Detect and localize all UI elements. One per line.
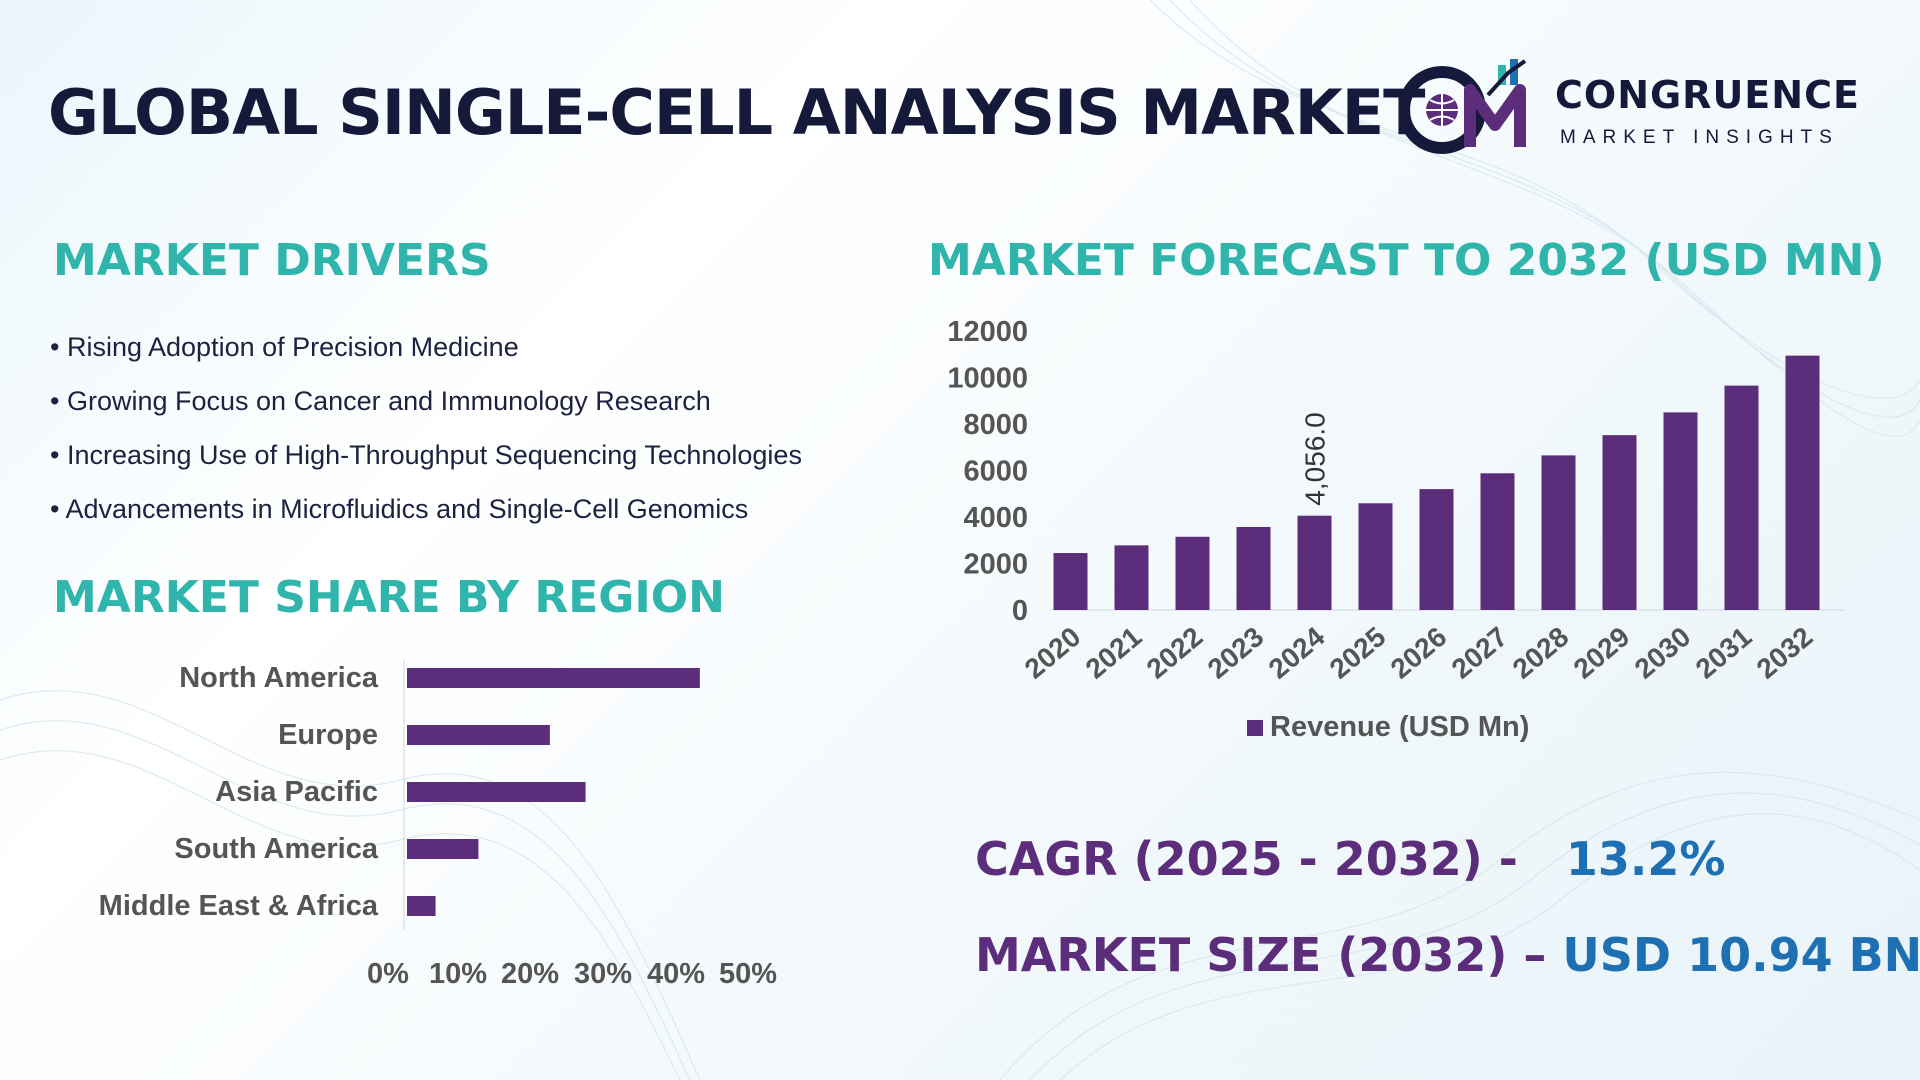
page-title: GLOBAL SINGLE-CELL ANALYSIS MARKET — [48, 76, 1425, 149]
forecast-legend-label: Revenue (USD Mn) — [1270, 711, 1529, 743]
forecast-x-tick-label: 2029 — [1568, 621, 1636, 685]
forecast-y-tick-label: 6000 — [963, 456, 1028, 488]
brand-logo: CONGRUENCE MARKET INSIGHTS — [1400, 55, 1870, 155]
forecast-bar — [1236, 526, 1271, 610]
forecast-x-tick-label: 2021 — [1080, 621, 1148, 685]
forecast-bar — [1602, 435, 1637, 610]
forecast-bar — [1175, 536, 1210, 610]
forecast-data-label: 4,056.0 — [1300, 412, 1331, 505]
market-size-value: USD 10.94 BN — [1562, 928, 1920, 982]
logo-tagline: MARKET INSIGHTS — [1560, 127, 1839, 148]
forecast-x-tick-label: 2025 — [1324, 621, 1392, 685]
region-x-tick-label: 40% — [647, 958, 705, 990]
market-size-label: MARKET SIZE (2032) – — [975, 928, 1547, 982]
region-bar — [407, 725, 550, 745]
region-x-tick-label: 30% — [574, 958, 632, 990]
forecast-bar — [1541, 455, 1576, 610]
forecast-x-tick-label: 2032 — [1751, 621, 1819, 685]
driver-item: Advancements in Microfluidics and Single… — [50, 487, 802, 541]
region-bar — [407, 668, 700, 688]
drivers-heading: MARKET DRIVERS — [53, 235, 491, 286]
forecast-x-tick-label: 2022 — [1141, 621, 1209, 685]
forecast-y-tick-label: 8000 — [963, 409, 1028, 441]
region-category-label: North America — [179, 662, 379, 694]
drivers-list: Rising Adoption of Precision Medicine Gr… — [50, 325, 802, 541]
forecast-bar — [1785, 355, 1820, 610]
forecast-bar — [1480, 473, 1515, 610]
forecast-x-tick-label: 2030 — [1629, 621, 1697, 685]
region-bar — [407, 782, 586, 802]
forecast-chart: 0200040006000800010000120002020202120222… — [947, 316, 1845, 743]
forecast-x-tick-label: 2027 — [1446, 621, 1514, 685]
driver-item: Growing Focus on Cancer and Immunology R… — [50, 379, 802, 433]
forecast-x-tick-label: 2028 — [1507, 621, 1575, 685]
driver-item: Increasing Use of High-Throughput Sequen… — [50, 433, 802, 487]
logo-mark-icon — [1400, 59, 1527, 154]
region-x-tick-label: 0% — [367, 958, 409, 990]
region-bar — [407, 896, 436, 916]
forecast-y-tick-label: 2000 — [963, 549, 1028, 581]
cagr-value: 13.2% — [1565, 832, 1726, 886]
forecast-x-tick-label: 2031 — [1690, 621, 1758, 685]
region-x-tick-label: 20% — [501, 958, 559, 990]
region-category-label: Middle East & Africa — [99, 890, 379, 922]
region-category-label: Asia Pacific — [215, 776, 378, 808]
forecast-bar — [1663, 412, 1698, 610]
region-x-tick-label: 50% — [719, 958, 777, 990]
cagr-kpi: CAGR (2025 - 2032) - 13.2% — [975, 832, 1726, 886]
logo-name: CONGRUENCE — [1555, 73, 1860, 117]
forecast-bar — [1297, 515, 1332, 610]
forecast-bar — [1419, 489, 1454, 610]
region-category-label: South America — [174, 833, 378, 865]
forecast-y-tick-label: 0 — [1012, 595, 1028, 627]
forecast-bar — [1114, 545, 1149, 610]
region-share-chart: North America Europe Asia Pacific South Ame… — [99, 660, 777, 990]
region-heading: MARKET SHARE BY REGION — [53, 572, 725, 623]
forecast-bar — [1053, 553, 1088, 610]
driver-item: Rising Adoption of Precision Medicine — [50, 325, 802, 379]
forecast-x-tick-label: 2024 — [1263, 621, 1331, 685]
forecast-bar — [1358, 503, 1393, 610]
region-category-label: Europe — [278, 719, 378, 751]
cagr-label: CAGR (2025 - 2032) - — [975, 832, 1518, 886]
forecast-legend-swatch — [1247, 720, 1263, 736]
forecast-y-tick-label: 12000 — [947, 316, 1028, 348]
forecast-y-tick-label: 4000 — [963, 502, 1028, 534]
forecast-x-tick-label: 2023 — [1202, 621, 1270, 685]
forecast-x-tick-label: 2026 — [1385, 621, 1453, 685]
region-x-tick-label: 10% — [429, 958, 487, 990]
region-bar — [407, 839, 479, 859]
forecast-y-tick-label: 10000 — [947, 363, 1028, 395]
forecast-bar — [1724, 385, 1759, 610]
forecast-heading: MARKET FORECAST TO 2032 (USD MN) — [928, 235, 1885, 286]
market-size-kpi: MARKET SIZE (2032) – USD 10.94 BN — [975, 928, 1920, 982]
forecast-x-tick-label: 2020 — [1019, 621, 1087, 685]
